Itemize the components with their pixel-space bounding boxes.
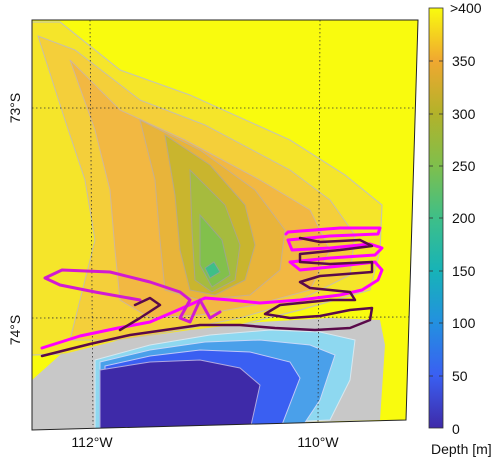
lon-tick-112w: 112°W [71,434,113,450]
lon-tick-110w: 110°W [297,434,339,450]
colorbar-tick-4: 200 [452,210,476,226]
tracks [40,226,384,358]
bathymetry-contours [32,21,385,430]
colorbar-tick-6: 100 [452,315,476,331]
parallel-74s [31,316,411,319]
meridian-110w [317,19,321,423]
track-dark-branch [118,296,162,332]
colorbar-tick-2: 300 [452,106,476,122]
map-frame [31,19,419,431]
colorbar-label: Depth [m] [431,441,492,457]
colorbar: >400 350 300 250 200 150 100 50 0 Depth … [428,0,492,457]
colorbar-tick-3: 250 [452,158,476,174]
lat-tick-74s: 74°S [7,315,23,346]
colorbar-ticks [429,60,443,377]
colorbar-tick-0: >400 [450,0,482,16]
shallow-contour-0 [99,359,261,430]
colorbar-tick-1: 350 [452,53,476,69]
trough-deep-spot [204,261,221,279]
graticule [31,19,416,426]
colorbar-tick-5: 150 [452,263,476,279]
map-panel [31,19,419,431]
lat-tick-73s: 73°S [7,93,23,124]
track-magenta-loop [43,268,222,324]
colorbar-tick-8: 0 [452,421,460,437]
track-dark [40,236,374,358]
colorbar-tick-7: 50 [452,368,468,384]
